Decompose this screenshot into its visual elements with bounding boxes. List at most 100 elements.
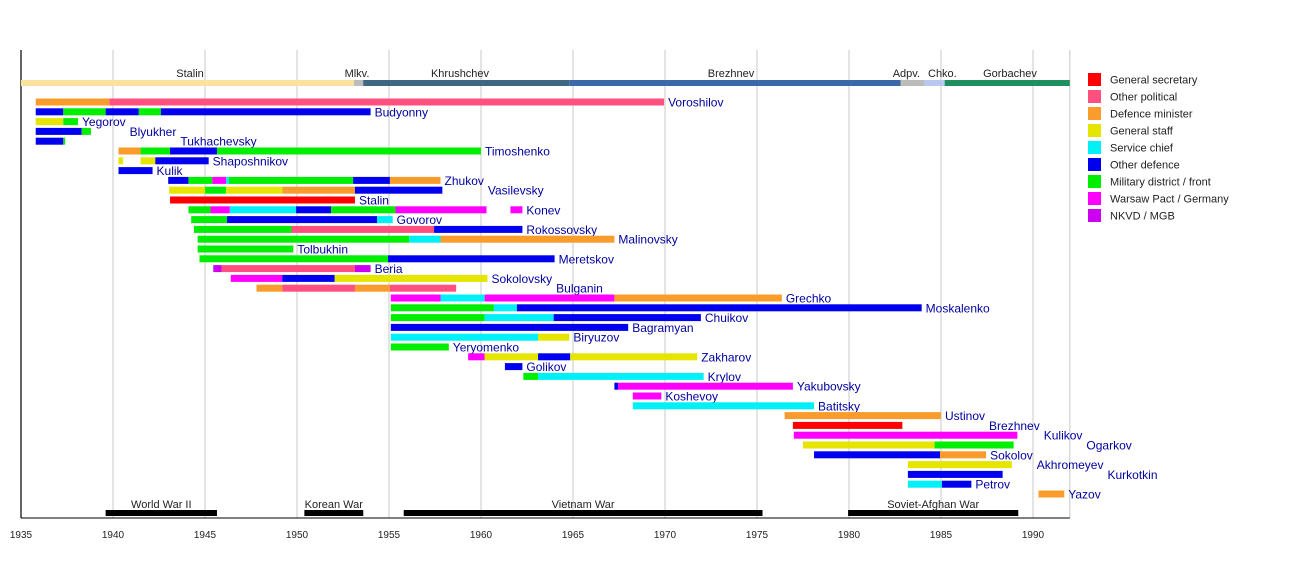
role-segment (395, 206, 487, 214)
person-label: Voroshilov (668, 96, 723, 110)
person-label: Akhromeyev (1037, 458, 1104, 472)
person-label: Yeryomenko (453, 341, 520, 355)
role-segment (484, 314, 554, 322)
legend-label: Warsaw Pact / Germany (1110, 194, 1229, 206)
role-segment (493, 304, 517, 312)
legend-swatch (1088, 141, 1101, 154)
legend-label: Defence minister (1110, 109, 1193, 121)
tick-label: 1960 (470, 530, 493, 541)
role-segment (390, 314, 485, 322)
role-segment (523, 372, 539, 380)
person-row: Yegorov (35, 115, 126, 129)
person-row: Sokolovsky (230, 272, 552, 286)
role-segment (155, 157, 209, 165)
person-row: Tukhachevsky (35, 135, 257, 149)
role-segment (282, 186, 355, 194)
role-segment (632, 402, 815, 410)
role-segment (197, 245, 294, 253)
role-segment (331, 206, 396, 214)
role-segment (226, 176, 229, 184)
role-segment (221, 265, 355, 273)
person-label: Meretskov (559, 252, 614, 266)
person-row: Batitsky (632, 399, 860, 413)
tick-label: 1970 (654, 530, 677, 541)
person-row: Malinovsky (197, 233, 678, 247)
role-segment (803, 441, 935, 449)
role-segment (63, 137, 66, 145)
war-label: Soviet-Afghan War (887, 499, 979, 511)
person-row: Golikov (504, 360, 566, 374)
role-segment (63, 118, 79, 126)
war-bar (304, 510, 364, 516)
role-segment (227, 216, 378, 224)
legend: General secretary Other political Defence … (1088, 73, 1229, 223)
role-segment (140, 147, 171, 155)
role-segment (216, 147, 481, 155)
person-label: Kulikov (1044, 429, 1083, 443)
person-row: Moskalenko (390, 301, 990, 315)
role-segment (191, 216, 228, 224)
leader-label: Gorbachev (983, 68, 1037, 80)
person-row: Konev (188, 203, 560, 217)
tick-label: 1975 (746, 530, 769, 541)
person-row: Ustinov (784, 409, 985, 423)
person-row: Shaposhnikov (118, 154, 288, 168)
role-segment (390, 304, 494, 312)
person-row: Grechko (390, 292, 832, 306)
person-row: Brezhnev (792, 419, 1040, 433)
role-segment (35, 127, 82, 135)
person-label: Bulganin (556, 282, 603, 296)
role-segment (614, 382, 619, 390)
role-segment (354, 265, 371, 273)
role-segment (618, 382, 793, 390)
role-segment (907, 470, 1003, 478)
role-segment (228, 176, 354, 184)
leader-bar (924, 80, 945, 86)
role-segment (538, 333, 570, 341)
role-segment (793, 431, 1018, 439)
leader-label: Chko. (928, 68, 957, 80)
person-row: Budyonny (35, 105, 428, 119)
role-segment (138, 108, 161, 116)
role-segment (390, 333, 539, 341)
role-segment (440, 294, 485, 302)
leader-label: Stalin (176, 68, 204, 80)
person-row: Biryuzov (390, 331, 619, 345)
person-row: Beria (213, 262, 403, 276)
role-segment (35, 98, 110, 106)
person-label: Zhukov (445, 174, 484, 188)
person-label: Golikov (526, 360, 566, 374)
role-segment (197, 235, 410, 243)
role-segment (907, 461, 1012, 469)
person-row: Yakubovsky (614, 380, 861, 394)
person-label: Sokolov (990, 448, 1033, 462)
leader-bar (569, 80, 901, 86)
role-segment (205, 186, 227, 194)
role-segment (109, 98, 665, 106)
legend-swatch (1088, 90, 1101, 103)
person-row: Koshevoy (632, 390, 718, 404)
person-label: Sokolovsky (491, 272, 552, 286)
role-segment (784, 412, 941, 420)
person-label: Rokossovsky (526, 223, 597, 237)
role-segment (570, 353, 698, 361)
role-segment (226, 186, 283, 194)
legend-swatch (1088, 209, 1101, 222)
role-segment (553, 314, 701, 322)
person-label: Ustinov (945, 409, 985, 423)
role-segment (510, 206, 523, 214)
leader-bar (21, 80, 355, 86)
role-segment (390, 343, 449, 351)
tick-label: 1955 (378, 530, 401, 541)
person-row: Bagramyan (390, 321, 694, 335)
role-segment (160, 108, 371, 116)
role-segment (188, 206, 211, 214)
war-bars: World War II Korean War Vietnam War Soviet-… (105, 499, 1019, 516)
person-label: Brezhnev (989, 419, 1040, 433)
person-label: Vasilevsky (488, 184, 544, 198)
person-row: Zakharov (468, 350, 751, 364)
person-label: Budyonny (375, 105, 428, 119)
person-label: Kurkotkin (1107, 468, 1157, 482)
role-segment (814, 451, 941, 459)
